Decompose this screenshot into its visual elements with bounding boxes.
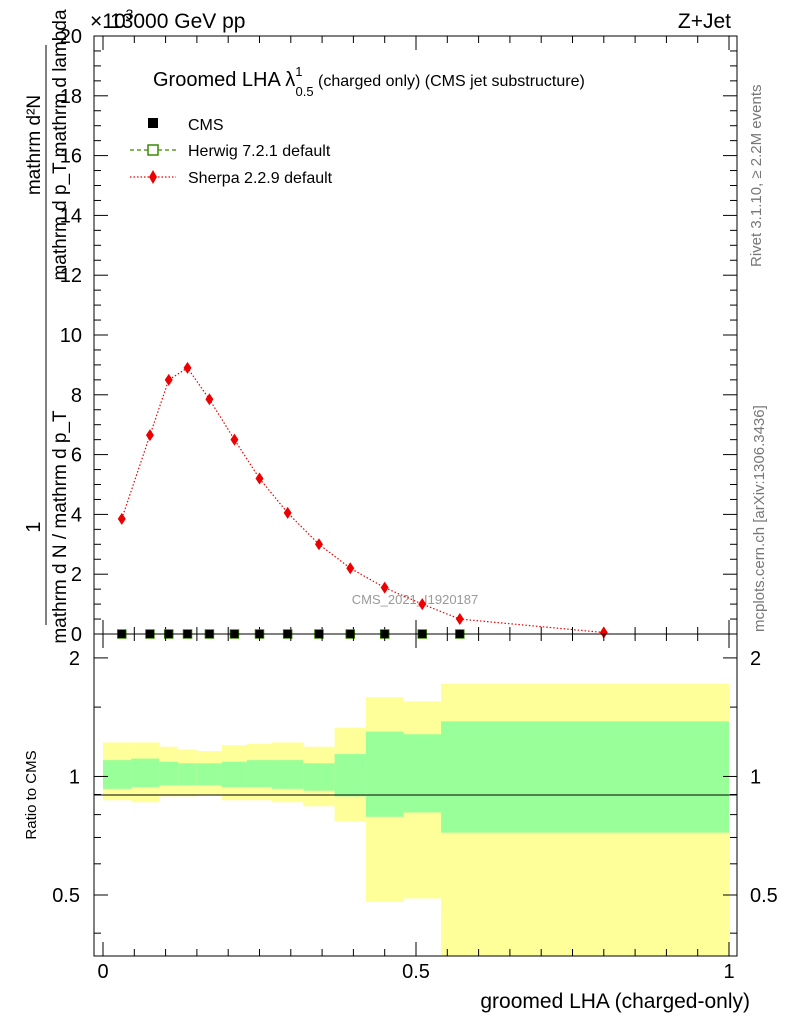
sherpa-point [205, 393, 214, 406]
sherpa-point [183, 361, 192, 374]
ratio-band-inner [196, 763, 222, 786]
legend-label-herwig: Herwig 7.2.1 default [188, 143, 331, 160]
ratio-axis-ticks [94, 634, 737, 956]
main-y-tick-label: 12 [60, 265, 82, 287]
ratio-band-inner [334, 754, 366, 797]
main-y-tick-label: 16 [60, 146, 82, 168]
ratio-y-label: Ratio to CMS [23, 750, 40, 839]
legend: CMS Herwig 7.2.1 default Sherpa 2.2.9 de… [130, 117, 333, 187]
process-label: Z+Jet [678, 10, 731, 33]
main-y-tick-label: 20 [60, 26, 82, 48]
ratio-y-tick-label-right: 2 [750, 648, 761, 670]
legend-marker-sherpa [149, 170, 157, 184]
main-y-tick-label: 0 [71, 624, 82, 646]
watermark: CMS_2021_I1920187 [352, 592, 479, 607]
ratio-band-inner [303, 763, 335, 791]
sherpa-line [121, 367, 604, 634]
ratio-band-inner [159, 761, 179, 786]
sherpa-point [599, 626, 608, 639]
ratio-tick-labels: 0.5 0.5 1 1 2 2 0 0.5 1 [52, 648, 778, 983]
ratio-frame [93, 633, 738, 957]
main-y-tick-labels: 0 2 4 6 8 10 12 14 16 18 20 [60, 26, 82, 646]
y-label-fraction-top: mathrm d²N [24, 95, 45, 195]
sherpa-point [117, 512, 126, 525]
sherpa-point [418, 598, 427, 611]
ratio-panel: 0.5 0.5 1 1 2 2 0 0.5 1 [52, 633, 778, 983]
ratio-band-inner [403, 734, 442, 813]
ratio-y-tick-label-right: 1 [750, 766, 761, 788]
ratio-bands [103, 683, 729, 956]
sherpa-point [455, 613, 464, 626]
y-label-numerator: 1 [23, 521, 45, 532]
plot-title: Groomed LHA λ1 0.5 (charged only) (CMS je… [153, 64, 585, 99]
legend-label-cms: CMS [188, 117, 224, 134]
sherpa-point [255, 472, 264, 485]
ratio-y-tick-label: 1 [69, 766, 80, 788]
ratio-band-inner [178, 763, 197, 786]
main-panel: 0 2 4 6 8 10 12 14 16 18 20 CMS_2021_I1920187 [60, 26, 738, 646]
main-y-tick-label: 18 [60, 86, 82, 108]
ratio-band-inner [131, 758, 160, 788]
energy-label: 13000 GeV pp [110, 10, 245, 33]
main-y-tick-label: 2 [71, 564, 82, 586]
main-y-tick-label: 6 [71, 445, 82, 467]
ratio-band-inner [441, 721, 729, 833]
y-axis-label: 1 mathrm d N / mathrm d p_T mathrm d²N m… [23, 9, 71, 644]
ratio-band-inner [221, 761, 247, 788]
ratio-y-tick-label-right: 0.5 [750, 885, 778, 907]
sherpa-point [164, 373, 173, 386]
exponent-label: ×103 [90, 6, 134, 33]
y-label-denominator: mathrm d N / mathrm d p_T [50, 410, 71, 644]
y-label-fraction-bottom: mathrm d p_T mathrm d lambda [50, 9, 71, 280]
rivet-label: Rivet 3.1.10, ≥ 2.2M events [748, 85, 765, 268]
sherpa-point [283, 506, 292, 519]
x-tick-label: 0.5 [402, 961, 430, 983]
main-y-tick-label: 4 [71, 504, 82, 526]
main-y-tick-label: 8 [71, 385, 82, 407]
sherpa-point [380, 581, 389, 594]
ratio-band-inner [365, 731, 404, 817]
ratio-y-tick-label: 2 [69, 648, 80, 670]
ratio-y-tick-label: 0.5 [52, 885, 80, 907]
sherpa-point [346, 562, 355, 575]
legend-marker-cms [148, 118, 158, 128]
ratio-band-inner [272, 760, 304, 789]
mcplots-label: mcplots.cern.ch [arXiv:1306.3436] [751, 405, 768, 632]
x-axis-label: groomed LHA (charged-only) [480, 990, 750, 1013]
sherpa-point [230, 433, 239, 446]
x-tick-label: 1 [723, 961, 734, 983]
x-tick-label: 0 [97, 961, 108, 983]
legend-marker-herwig [147, 144, 159, 156]
legend-label-sherpa: Sherpa 2.2.9 default [188, 170, 333, 187]
ratio-band-inner [103, 760, 132, 789]
main-y-tick-label: 10 [60, 325, 82, 347]
main-y-tick-label: 14 [60, 205, 82, 227]
sherpa-point [145, 429, 154, 442]
ratio-band-inner [246, 760, 273, 788]
sherpa-point [314, 538, 323, 551]
